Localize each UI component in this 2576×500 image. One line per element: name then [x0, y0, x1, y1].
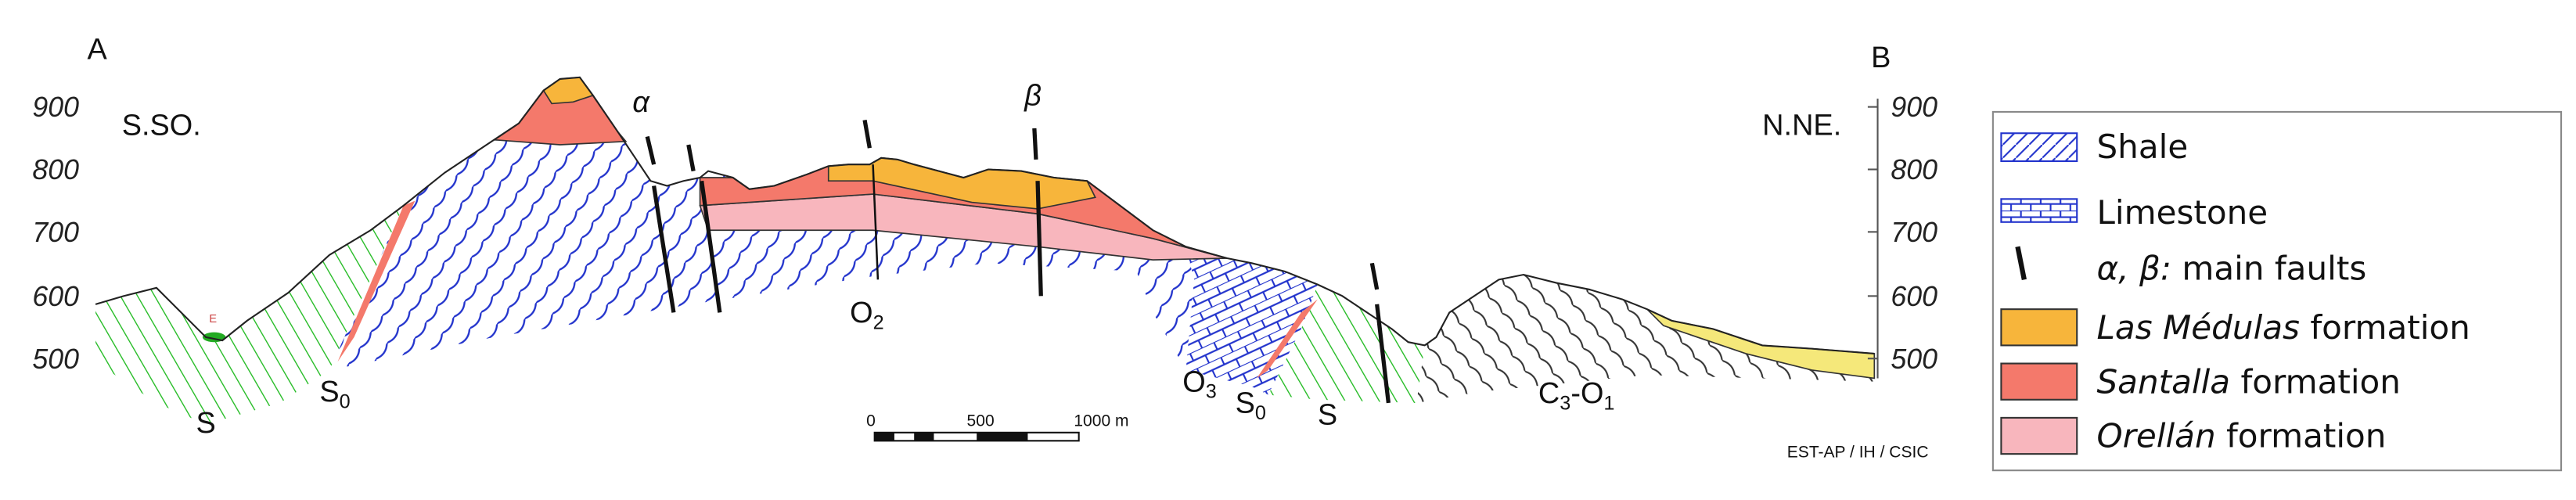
scale-label: 500 — [967, 412, 995, 430]
elevation-label: 900 — [1891, 92, 1937, 123]
elevation-label: 500 — [1891, 344, 1937, 375]
legend-swatch — [2000, 362, 2078, 401]
fault — [872, 164, 880, 280]
formation-suffix: formation — [2230, 362, 2401, 401]
dark-shale — [1416, 275, 1875, 403]
legend: Shale Limestone α, β: main faults Las Mé… — [1991, 110, 2563, 472]
elevation-label: 700 — [32, 217, 79, 248]
elevation-label: 500 — [32, 344, 79, 375]
legend-swatch — [2000, 198, 2078, 223]
scale-seg — [914, 432, 934, 441]
fault — [1035, 181, 1043, 297]
elevation-label: 600 — [32, 281, 79, 312]
unit-label: S — [1318, 398, 1337, 431]
fault-label: α — [632, 86, 650, 119]
elevation-label: 900 — [32, 92, 79, 123]
limestone — [1185, 246, 1318, 395]
green-left — [95, 205, 404, 425]
fault — [1375, 304, 1391, 404]
unit-base: O — [1182, 365, 1205, 398]
formation-suffix: formation — [2216, 417, 2387, 455]
elevation-label: 600 — [1891, 281, 1937, 312]
legend-text: Limestone — [2096, 193, 2268, 232]
geology — [95, 76, 1876, 425]
direction: S.SO. — [122, 109, 201, 142]
unit-base: S — [319, 376, 339, 408]
scale-bar: 0 500 1000 m — [866, 412, 1129, 442]
legend-symbols: α, β: — [2096, 249, 2171, 287]
end-label: A — [88, 34, 108, 67]
legend-frame — [1991, 110, 2563, 472]
legend-text-part: main faults — [2171, 249, 2366, 287]
scale-label: 1000 m — [1074, 412, 1128, 430]
fault-mark — [862, 119, 872, 149]
unit-base: S — [1318, 398, 1337, 431]
scale-label: 0 — [866, 412, 876, 430]
elevation-label: 700 — [1891, 217, 1937, 248]
unit-label: C3-O1 — [1538, 377, 1615, 414]
unit-sub: 0 — [340, 390, 351, 412]
legend-text: Las Médulas formation — [2096, 308, 2470, 347]
direction: N.NE. — [1762, 109, 1841, 142]
unit-base: S — [1236, 387, 1255, 420]
legend-fault — [2015, 246, 2027, 280]
unit-label: O3 — [1182, 365, 1217, 402]
formation-suffix: formation — [2300, 308, 2470, 347]
fault — [700, 180, 722, 313]
elevation-label: 800 — [1891, 154, 1937, 185]
faults — [645, 119, 1391, 404]
unit-rest: -O — [1570, 377, 1603, 410]
elevation-label: 800 — [32, 154, 79, 185]
fault-mark — [686, 144, 696, 172]
legend-swatch — [2000, 308, 2078, 347]
formation-name: Las Médulas — [2096, 308, 2300, 347]
scale-seg — [874, 432, 894, 441]
fault-mark — [645, 135, 657, 165]
unit-sub: 1 — [1603, 392, 1614, 414]
end-label: B — [1871, 41, 1891, 74]
spot-label: E — [209, 313, 217, 326]
unit-base: O — [850, 297, 872, 329]
legend-text: Shale — [2096, 128, 2188, 166]
unit-label: S0 — [1236, 387, 1266, 424]
formation-name: Orellán — [2096, 417, 2215, 455]
unit-base: S — [196, 407, 215, 440]
legend-text: Santalla formation — [2096, 362, 2400, 401]
unit-sub: 3 — [1560, 392, 1570, 414]
legend-swatch — [2000, 132, 2078, 163]
scale-seg — [977, 432, 1028, 441]
fault-mark — [1369, 262, 1380, 290]
unit-sub: 3 — [1206, 381, 1217, 403]
santalla-sliver — [1257, 299, 1318, 379]
unit-label: S — [196, 407, 215, 440]
santalla-sliver — [337, 200, 416, 362]
legend-text: α, β: main faults — [2096, 249, 2366, 287]
unit-base: C — [1538, 377, 1560, 410]
fault-mark — [1032, 128, 1038, 160]
fault-label: β — [1024, 80, 1042, 113]
credit: EST-AP / IH / CSIC — [1787, 443, 1929, 461]
profile — [95, 76, 1875, 354]
left-axis: 900 800 700 600 500 — [32, 92, 79, 375]
unit-sub: 2 — [873, 311, 884, 333]
unit-sub: 0 — [1255, 402, 1266, 424]
right-axis-labels: 900 800 700 600 500 — [1867, 92, 1937, 375]
legend-text: Orellán formation — [2096, 417, 2386, 455]
legend-swatch — [2000, 416, 2078, 455]
unit-label: S0 — [319, 376, 350, 412]
fault — [652, 185, 676, 313]
formation-name: Santalla — [2096, 362, 2230, 401]
unit-label: O2 — [850, 297, 884, 333]
